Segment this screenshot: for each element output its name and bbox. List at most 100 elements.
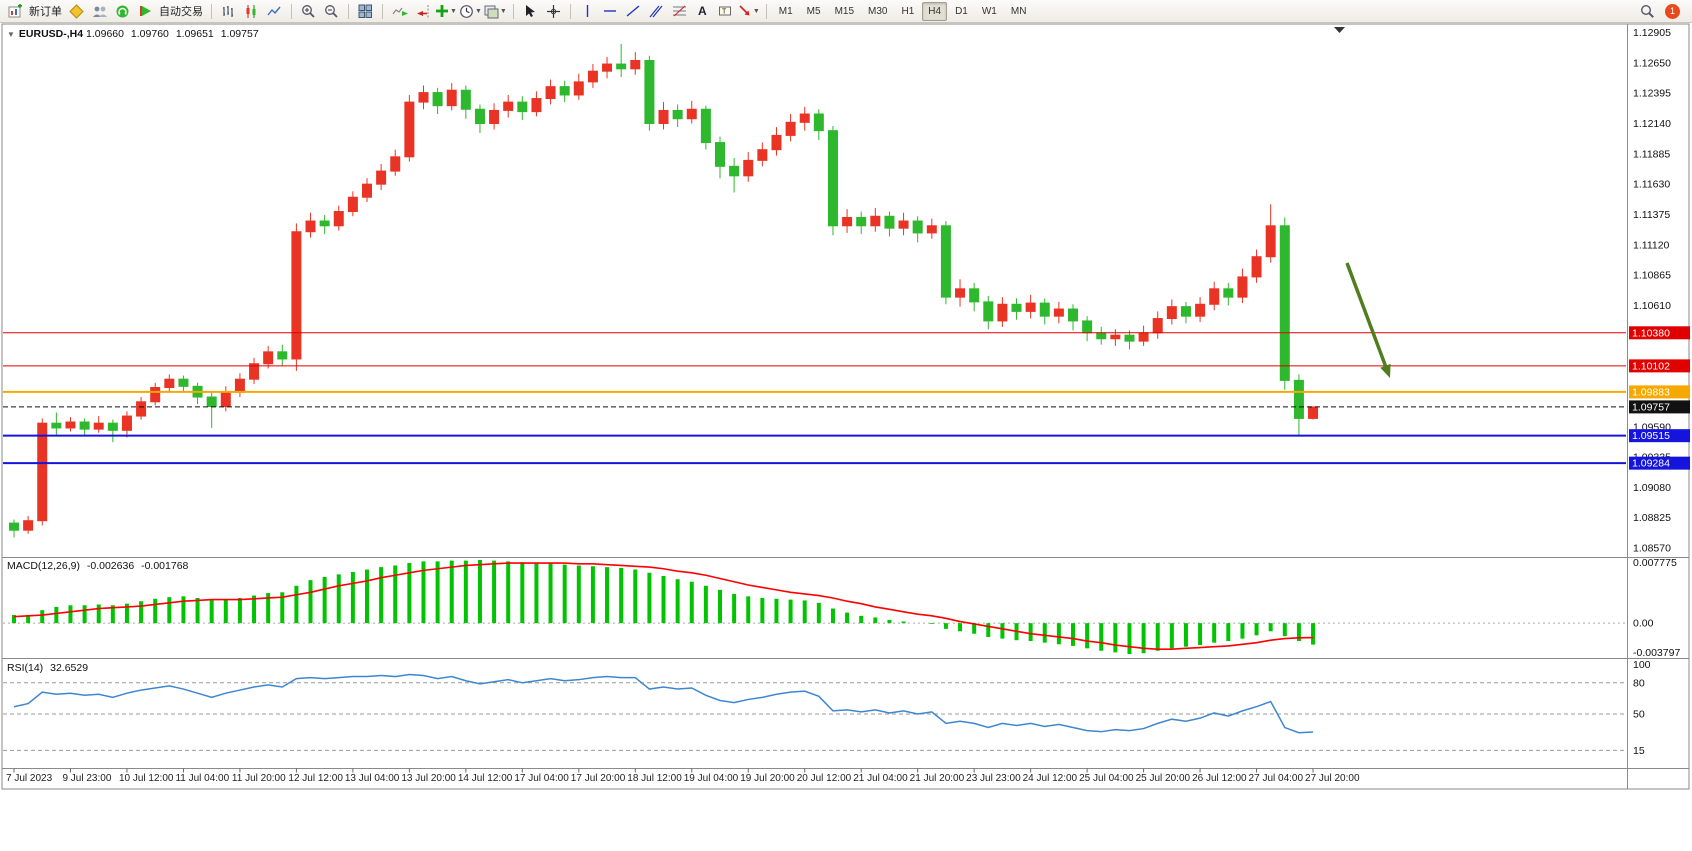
chart-shift-icon <box>416 4 428 18</box>
candle-body <box>884 215 895 229</box>
candle-body <box>743 159 754 177</box>
price-axis[interactable]: 1.12905 1.12650 1.12395 1.12140 1.11885 1.116… <box>1629 27 1690 555</box>
candle-body <box>1082 320 1093 334</box>
candle-body <box>107 422 118 431</box>
timeframe-m1[interactable]: M1 <box>778 5 793 17</box>
profile-button[interactable] <box>89 2 110 21</box>
candle-body <box>870 215 881 227</box>
timeframe-w1[interactable]: W1 <box>981 5 997 17</box>
price-tick-label: 1.12905 <box>1633 27 1671 39</box>
zoom-out-button[interactable] <box>321 2 342 21</box>
time-tick-label: 12 Jul 12:00 <box>288 773 343 784</box>
new-order-label[interactable]: 新订单 <box>29 6 62 18</box>
label-tool[interactable]: T <box>715 2 736 21</box>
price-tick-label: 1.11885 <box>1633 148 1670 160</box>
search-button[interactable] <box>1637 2 1658 21</box>
templates-button[interactable]: ▼ <box>484 2 507 21</box>
price-tag <box>1629 359 1690 373</box>
text-tool[interactable]: A <box>697 4 707 18</box>
new-order-button[interactable] <box>5 2 26 21</box>
time-tick-label: 13 Jul 04:00 <box>345 773 400 784</box>
price-tick-label: 1.10610 <box>1633 300 1671 312</box>
candle-body <box>277 351 288 360</box>
trade-direction-arrow[interactable] <box>1345 262 1391 378</box>
price-tick-label: 1.11630 <box>1633 179 1670 191</box>
time-tick-label: 20 Jul 12:00 <box>797 773 852 784</box>
candle-body <box>1209 288 1220 305</box>
zoom-in-icon <box>302 4 315 18</box>
candle-body <box>969 288 980 303</box>
time-tick-label: 17 Jul 04:00 <box>514 773 569 784</box>
toolbar-separator <box>765 3 767 19</box>
chart-shift-button[interactable] <box>412 2 433 21</box>
horizontal-lines[interactable] <box>3 332 1626 465</box>
line-chart-mode-button[interactable] <box>264 2 285 21</box>
shapes-tool[interactable]: ▼ <box>738 2 760 21</box>
tile-windows-button[interactable] <box>355 2 376 21</box>
arrow-shape-icon <box>739 5 750 16</box>
notification-badge[interactable]: 1 <box>1665 3 1680 19</box>
time-tick-label: 10 Jul 12:00 <box>119 773 174 784</box>
arrow-head <box>1380 363 1391 378</box>
candle-body <box>51 422 62 429</box>
chart-shift-marker[interactable] <box>1334 27 1345 33</box>
timeframe-h1[interactable]: H1 <box>901 5 915 17</box>
trendline-tool[interactable] <box>623 2 644 21</box>
channel-tool[interactable] <box>646 2 667 21</box>
crosshair-button[interactable] <box>543 2 564 21</box>
vertical-line-tool[interactable] <box>577 2 598 21</box>
candlestick-mode-button[interactable] <box>241 2 262 21</box>
candle-body <box>376 170 387 185</box>
metaeditor-icon <box>69 3 84 19</box>
timeframe-h4[interactable]: H4 <box>922 1 948 21</box>
timeframe-m5[interactable]: M5 <box>806 5 821 17</box>
indicators-icon <box>436 5 448 17</box>
svg-text:T: T <box>722 9 727 16</box>
candle-body <box>474 108 485 125</box>
tile-windows-icon <box>358 4 372 18</box>
candle-body <box>1279 225 1290 381</box>
auto-scroll-button[interactable] <box>389 2 410 21</box>
timeframe-m30[interactable]: M30 <box>868 5 888 17</box>
zoom-out-icon <box>325 4 338 18</box>
price-tag-label: 1.09284 <box>1632 458 1670 470</box>
fibonacci-tool[interactable] <box>669 2 690 21</box>
periods-button[interactable]: ▼ <box>459 2 482 21</box>
candle-body <box>206 396 217 408</box>
candle-body <box>1068 308 1078 322</box>
price-tag-label: 1.09757 <box>1632 401 1670 413</box>
rsi-axis-label: 80 <box>1633 677 1645 689</box>
candle-body <box>700 108 711 144</box>
candle-body <box>390 156 401 172</box>
indicators-button[interactable]: ▼ <box>435 2 457 21</box>
toolbar-separator <box>382 3 383 19</box>
autotrading-label[interactable]: 自动交易 <box>159 6 203 18</box>
autotrading-button[interactable] <box>135 2 156 21</box>
horizontal-line-icon <box>604 10 617 12</box>
candle-body <box>291 231 302 360</box>
timeframe-m15[interactable]: M15 <box>834 5 855 17</box>
candle-body <box>813 113 824 132</box>
time-tick-label: 25 Jul 04:00 <box>1079 773 1134 784</box>
timeframe-mn[interactable]: MN <box>1010 5 1027 17</box>
candle-body <box>1293 379 1304 419</box>
time-tick-label: 27 Jul 20:00 <box>1305 773 1360 784</box>
price-tick-label: 1.12395 <box>1633 88 1671 100</box>
time-axis[interactable]: 7 Jul 2023 9 Jul 23:00 10 Jul 12:00 11 Jul … <box>6 768 1360 785</box>
bar-chart-mode-button[interactable] <box>218 2 239 21</box>
cursor-button[interactable] <box>520 2 541 21</box>
timeframe-d1[interactable]: D1 <box>955 5 968 17</box>
candle-body <box>926 225 937 234</box>
metaeditor-button[interactable] <box>66 2 87 21</box>
time-tick-label: 21 Jul 04:00 <box>853 773 908 784</box>
candle-body <box>150 387 161 403</box>
price-tag <box>1629 429 1690 443</box>
horizontal-line-tool[interactable] <box>600 2 621 21</box>
zoom-in-button[interactable] <box>298 2 319 21</box>
support-button[interactable] <box>112 2 133 21</box>
time-tick-label: 24 Jul 12:00 <box>1023 773 1078 784</box>
bar-chart-icon <box>223 5 233 17</box>
candle-body <box>1180 306 1191 317</box>
candle-body <box>997 303 1008 322</box>
